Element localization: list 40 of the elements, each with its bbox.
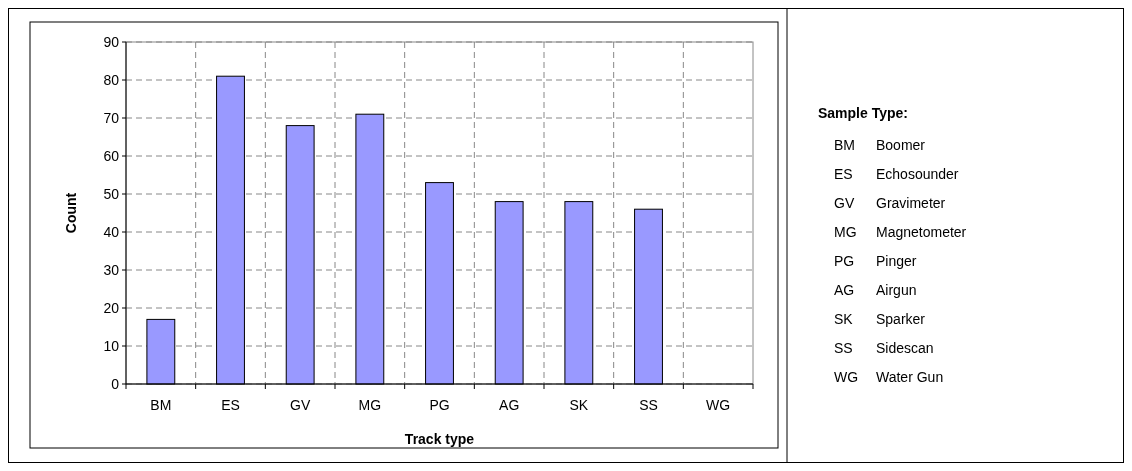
y-tick-label: 0 (111, 375, 120, 392)
text: Sample Type: (818, 105, 908, 121)
y-tick-label: 90 (103, 33, 120, 50)
text: PG (834, 253, 855, 269)
x-tick-label: PG (429, 397, 450, 413)
text: MG (834, 224, 857, 240)
y-tick-label: 30 (103, 261, 120, 278)
text: WG (834, 369, 859, 385)
y-tick-label: 70 (103, 109, 120, 126)
x-tick-label: BM (150, 397, 172, 413)
x-tick-label: SS (639, 397, 658, 413)
text: Echosounder (876, 166, 959, 182)
x-tick-label: SK (569, 397, 589, 413)
x-tick-label: MG (358, 397, 382, 413)
text: ES (834, 166, 853, 182)
y-tick-label: 40 (103, 223, 120, 240)
y-tick-label: 50 (103, 185, 120, 202)
x-tick-label: GV (290, 397, 311, 413)
y-tick-label: 80 (103, 71, 120, 88)
text: Gravimeter (876, 195, 946, 211)
text: Boomer (876, 137, 926, 153)
x-tick-label: AG (499, 397, 520, 413)
text: SS (834, 340, 853, 356)
y-tick-label: 60 (103, 147, 120, 164)
text: Magnetometer (876, 224, 967, 240)
y-tick-label: 10 (103, 337, 120, 354)
x-tick-label: ES (221, 397, 240, 413)
text: Airgun (876, 282, 917, 298)
text: Sidescan (876, 340, 934, 356)
x-tick-label: WG (706, 397, 731, 413)
text: AG (834, 282, 855, 298)
text: SK (834, 311, 854, 327)
text: BM (834, 137, 855, 153)
text: Sparker (876, 311, 926, 327)
text: GV (834, 195, 855, 211)
text: Pinger (876, 253, 917, 269)
x-axis-title: Track type (404, 431, 475, 447)
y-tick-label: 20 (103, 299, 120, 316)
text: Water Gun (876, 369, 944, 385)
y-axis-title: Count (63, 192, 79, 234)
